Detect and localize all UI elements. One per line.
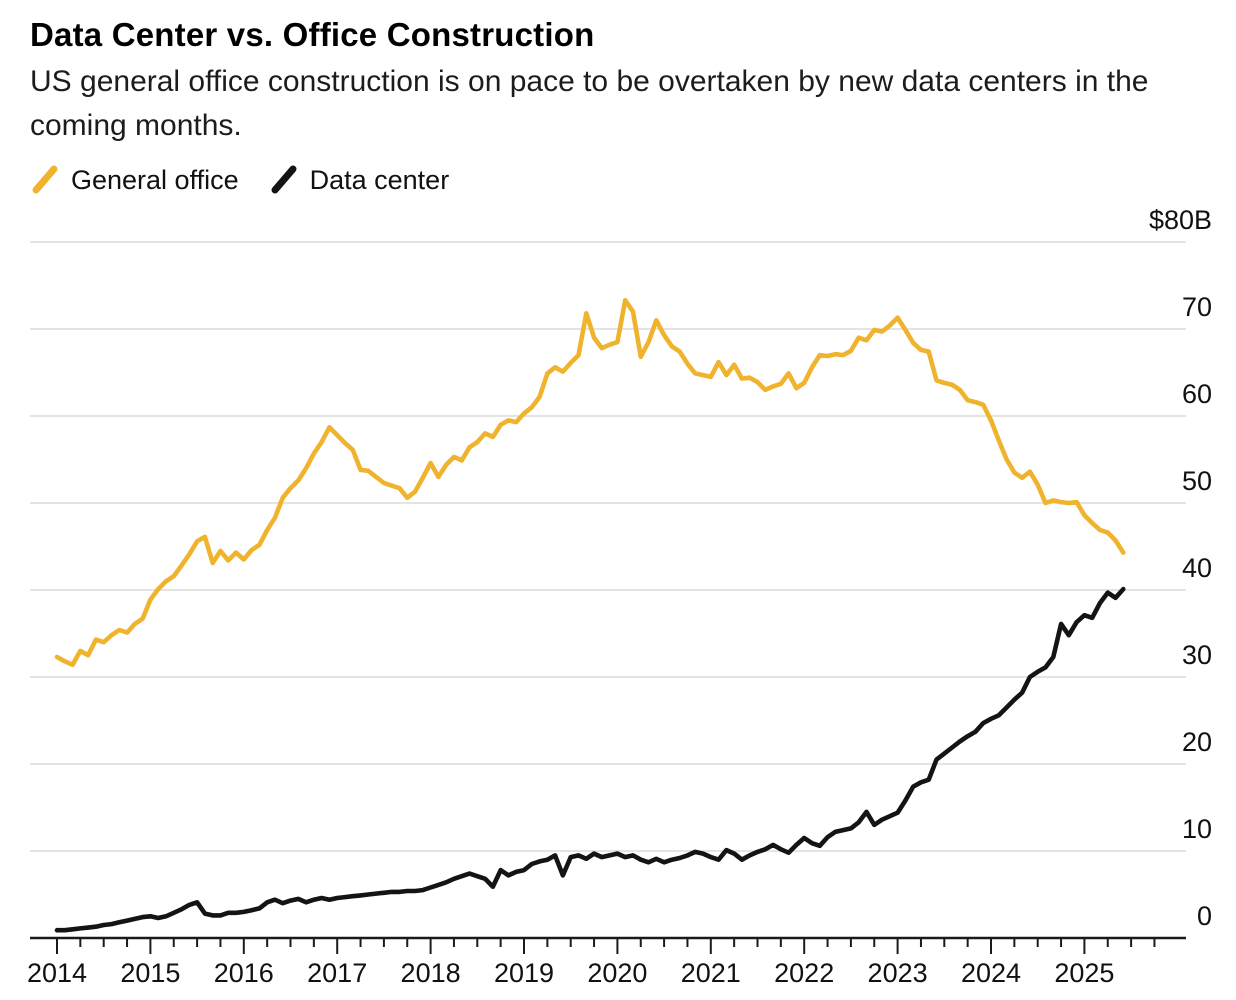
- x-axis-year-label: 2016: [213, 958, 274, 988]
- y-axis-label: 70: [1181, 292, 1212, 322]
- general-office-series-line: [54, 297, 1126, 668]
- x-axis-year-label: 2021: [680, 958, 741, 988]
- chart-subtitle: US general office construction is on pac…: [30, 65, 1149, 142]
- x-axis-year-label: 2019: [493, 958, 555, 988]
- legend: General office Data center: [30, 164, 449, 196]
- gridlines: [30, 241, 1186, 852]
- y-axis-label: 40: [1181, 553, 1212, 583]
- legend-item-data-center: Data center: [269, 164, 450, 196]
- chart-title: Data Center vs. Office Construction: [30, 16, 595, 53]
- x-axis-year-label: 2022: [774, 958, 835, 988]
- data-center-series-line: [54, 586, 1126, 933]
- x-axis-year-label: 2018: [400, 958, 461, 988]
- legend-label: Data center: [309, 164, 450, 195]
- x-axis-year-label: 2017: [307, 958, 368, 988]
- y-axis-label: 30: [1181, 640, 1212, 670]
- y-axis-label: $80B: [1148, 205, 1212, 235]
- x-axis-year-label: 2024: [960, 958, 1022, 988]
- y-axis-label: 0: [1196, 901, 1212, 931]
- x-axis-year-label: 2014: [26, 958, 88, 988]
- x-axis-year-label: 2025: [1054, 958, 1115, 988]
- y-axis-label: 20: [1181, 727, 1212, 757]
- x-axis-year-label: 2023: [867, 958, 928, 988]
- y-axis-label: 50: [1181, 466, 1212, 496]
- slash-icon: [271, 165, 297, 194]
- slash-icon: [32, 165, 58, 194]
- x-axis-year-label: 2015: [120, 958, 181, 988]
- legend-label: General office: [71, 164, 239, 195]
- y-axis-label: 10: [1181, 814, 1212, 844]
- x-axis-year-label: 2020: [587, 958, 648, 988]
- x-axis: [30, 936, 1186, 954]
- series-lines: [54, 297, 1126, 933]
- y-axis-label: 60: [1181, 379, 1212, 409]
- legend-item-general-office: General office: [30, 164, 239, 196]
